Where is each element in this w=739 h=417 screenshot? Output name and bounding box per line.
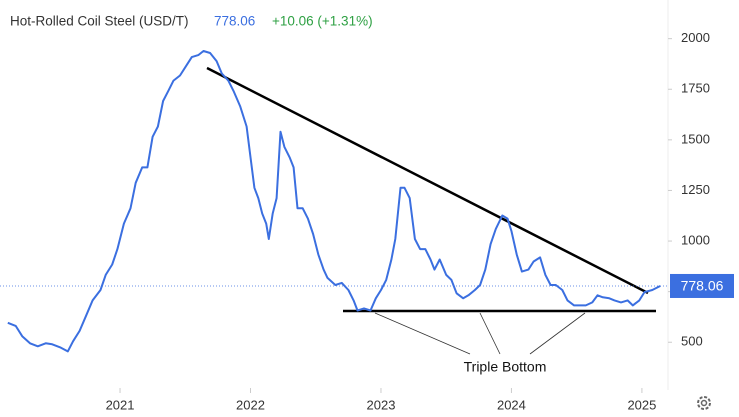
- annotation-pointers: [374, 312, 586, 355]
- price-line: [7, 50, 661, 353]
- y-tick-label: 1000: [681, 232, 710, 247]
- x-tick-label: 2024: [497, 397, 526, 412]
- trend-line: [206, 66, 649, 295]
- x-tick-label: 2022: [236, 397, 265, 412]
- settings-icon[interactable]: [697, 396, 711, 410]
- y-tick-label: 500: [681, 334, 703, 349]
- annotation-label: Triple Bottom: [464, 359, 547, 375]
- y-tick-label: 2000: [681, 30, 710, 45]
- y-tick-label: 1250: [681, 182, 710, 197]
- x-tick-label: 2021: [106, 397, 135, 412]
- y-tick-label: 1750: [681, 81, 710, 96]
- y-tick-label: 1500: [681, 131, 710, 146]
- last-price: 778.06: [214, 14, 255, 29]
- x-tick-label: 2023: [367, 397, 396, 412]
- last-price-badge-label: 778.06: [681, 278, 724, 294]
- x-tick-label: 2025: [627, 397, 656, 412]
- price-change: +10.06 (+1.31%): [272, 14, 373, 29]
- chart-title: Hot-Rolled Coil Steel (USD/T): [10, 14, 189, 29]
- last-price-badge: [670, 273, 734, 298]
